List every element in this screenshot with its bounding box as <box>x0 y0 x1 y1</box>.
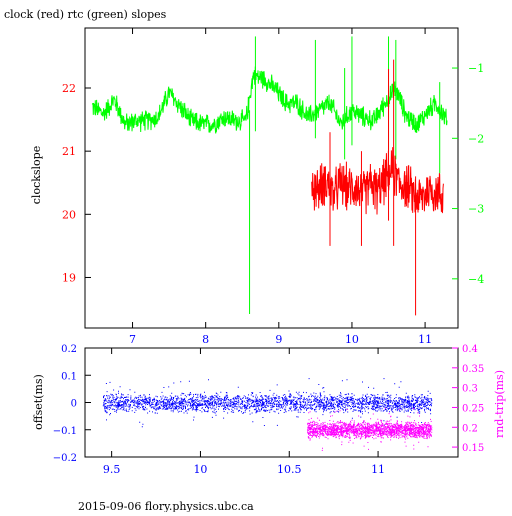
top-y-tick-label: 20 <box>62 208 76 221</box>
bottom-y-tick-label: 0.2 <box>61 344 77 355</box>
top-y2-tick-label: −3 <box>468 203 484 216</box>
bottom-x-tick-label: 10.5 <box>277 463 302 476</box>
rtc-line <box>91 66 448 134</box>
bottom-y-tick-label: 0 <box>71 399 77 410</box>
top-y2-tick-label: −1 <box>468 62 484 75</box>
top-x-tick-label: 10 <box>345 333 359 346</box>
bottom-y2-axis-label: rnd-trip(ms) <box>493 370 506 438</box>
offset-points <box>102 378 433 428</box>
top-y-tick-label: 19 <box>62 271 76 284</box>
top-plot: 7 8 9 10 11 19 20 21 22 −1 −2 −3 −4 clockslope <box>30 27 484 346</box>
offset-series <box>102 378 433 428</box>
bottom-plot-axes: 9.5 10 10.5 11 0.2 0.1 0 −0.1 −0.2 0.4 0.35 0.3 0.25… <box>53 344 485 476</box>
bottom-x-tick-label: 11 <box>371 463 385 476</box>
bottom-plot: 9.5 10 10.5 11 0.2 0.1 0 −0.1 −0.2 0.4 0.35 0.3 0.25… <box>32 344 506 476</box>
bottom-y2-tick-label: 0.4 <box>462 344 478 355</box>
top-y2-tick-label: −2 <box>468 132 484 145</box>
bottom-y2-tick-label: 0.15 <box>462 443 484 454</box>
bottom-y-tick-label: −0.1 <box>53 426 77 437</box>
top-y-tick-label: 21 <box>62 145 76 158</box>
rndtrip-series <box>307 408 433 451</box>
bottom-y-axis-label: offset(ms) <box>32 374 45 430</box>
bottom-y-tick-label: 0.1 <box>61 371 77 382</box>
bottom-y-tick-label: −0.2 <box>53 453 77 464</box>
top-x-tick-label: 7 <box>129 333 136 346</box>
top-plot-axes: 7 8 9 10 11 19 20 21 22 −1 −2 −3 −4 <box>62 28 484 346</box>
top-x-tick-label: 9 <box>275 333 282 346</box>
clock-series <box>311 59 444 316</box>
bottom-x-tick-label: 9.5 <box>103 463 121 476</box>
footer-text: 2015-09-06 flory.physics.ubc.ca <box>78 500 254 512</box>
bottom-y2-tick-label: 0.3 <box>462 384 478 395</box>
clock-line <box>311 147 444 215</box>
top-y2-tick-label: −4 <box>468 273 484 286</box>
top-y-axis-label: clockslope <box>30 146 43 204</box>
bottom-y2-tick-label: 0.2 <box>462 423 478 434</box>
top-plot-frame <box>84 27 459 329</box>
bottom-y2-tick-label: 0.25 <box>462 403 484 414</box>
bottom-y2-tick-label: 0.35 <box>462 364 484 375</box>
top-y-tick-label: 22 <box>62 82 76 95</box>
top-x-tick-label: 11 <box>418 333 432 346</box>
chart-title: clock (red) rtc (green) slopes <box>4 8 167 21</box>
rndtrip-points <box>307 408 433 451</box>
top-x-tick-label: 8 <box>202 333 209 346</box>
bottom-x-tick-label: 10 <box>193 463 207 476</box>
